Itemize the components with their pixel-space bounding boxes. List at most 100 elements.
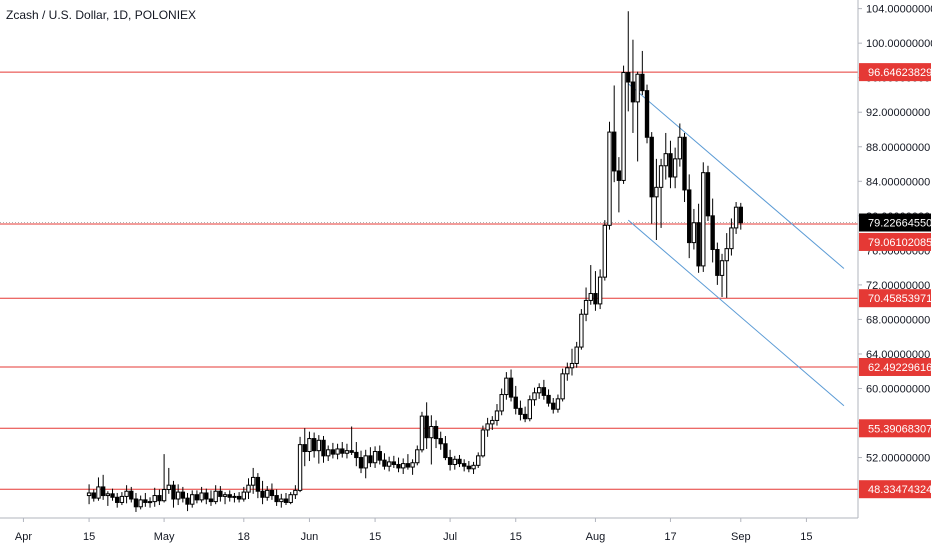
candle-body xyxy=(241,491,246,500)
horizontal-levels xyxy=(0,71,858,490)
level-badge-label: 62.49229616 xyxy=(868,362,932,374)
candle-body xyxy=(672,158,678,178)
candle-body xyxy=(452,458,457,465)
candle xyxy=(232,492,237,503)
candle-body xyxy=(283,498,289,503)
candle xyxy=(588,265,593,305)
level-badge-bg xyxy=(859,357,931,376)
time-tick-label: 18 xyxy=(238,531,250,543)
candle xyxy=(518,400,523,421)
candle-body xyxy=(358,457,364,469)
candle xyxy=(433,420,439,449)
candle-body xyxy=(143,499,148,503)
candle-body xyxy=(288,494,293,503)
candle xyxy=(307,431,312,462)
level-badge-label: 79.06102085 xyxy=(868,237,932,249)
candle xyxy=(658,158,664,228)
time-tick-label: Jul xyxy=(443,531,457,543)
candle xyxy=(649,132,654,224)
candle-body xyxy=(396,463,401,469)
candle-body xyxy=(560,373,565,400)
candle xyxy=(687,174,692,259)
level-badge: 62.49229616 xyxy=(859,357,932,376)
level-badge-label: 48.33474324 xyxy=(868,484,932,496)
time-tick-label: 15 xyxy=(510,531,522,543)
candle xyxy=(597,269,603,310)
candle xyxy=(166,467,171,494)
candle xyxy=(119,492,125,506)
candle-body xyxy=(391,461,397,465)
level-badge-bg xyxy=(859,63,931,82)
candle-body xyxy=(443,443,448,459)
candle-body xyxy=(508,377,514,398)
candle-body xyxy=(710,215,715,251)
candle-body xyxy=(663,153,668,167)
candle-body xyxy=(658,165,664,188)
candle xyxy=(710,198,715,263)
candle-body xyxy=(630,81,636,103)
candle xyxy=(612,85,617,183)
candle-body xyxy=(701,172,706,267)
candle-body xyxy=(100,486,106,497)
candle-body xyxy=(635,73,640,103)
candle xyxy=(321,435,326,463)
candle-body xyxy=(330,449,336,455)
candle-body xyxy=(724,248,729,262)
candle-body xyxy=(340,448,345,454)
candle xyxy=(382,453,387,470)
candle-body xyxy=(119,495,125,503)
candle-body xyxy=(593,293,598,305)
candle xyxy=(335,443,340,460)
candle-body xyxy=(621,72,626,181)
candle xyxy=(204,488,209,505)
candle xyxy=(208,490,214,506)
candle-body xyxy=(705,172,711,217)
candle-body xyxy=(311,438,317,452)
candle xyxy=(311,432,317,458)
candle-body xyxy=(190,494,195,505)
candle xyxy=(349,426,354,455)
candle-body xyxy=(527,399,532,420)
candle xyxy=(555,394,561,413)
candle-body xyxy=(349,450,354,453)
candle-body xyxy=(551,402,556,410)
candle-body xyxy=(86,492,92,497)
candle xyxy=(471,461,476,474)
candle xyxy=(635,71,640,162)
candle-body xyxy=(344,450,350,454)
candle-body xyxy=(293,489,298,496)
price-tick-label: 68.00000000 xyxy=(866,314,930,326)
candle xyxy=(194,490,200,504)
candle-body xyxy=(377,451,382,461)
candle-body xyxy=(555,398,561,410)
candle-body xyxy=(583,299,589,315)
candle xyxy=(86,484,92,505)
candle xyxy=(724,233,729,298)
price-tick-label: 64.00000000 xyxy=(866,349,930,361)
candle xyxy=(250,467,256,494)
level-badge-label: 55.39068307 xyxy=(868,423,932,435)
candle-body xyxy=(447,457,453,465)
candle xyxy=(574,341,579,368)
time-tick-label: May xyxy=(154,531,175,543)
candle-body xyxy=(213,490,218,503)
candle xyxy=(143,492,148,507)
time-tick-label: 15 xyxy=(83,531,95,543)
candle xyxy=(668,140,673,189)
candle-body xyxy=(274,495,279,503)
candle xyxy=(696,203,701,273)
candle-body xyxy=(424,415,429,439)
candle xyxy=(283,492,289,506)
candle-body xyxy=(157,495,162,502)
candle xyxy=(147,497,153,508)
time-tick-label: Jun xyxy=(301,531,319,543)
candle-body xyxy=(574,346,579,364)
candle-body xyxy=(597,276,603,305)
time-axis: Apr 15 May 18 Jun 15 Jul 15 Aug 17 Sep 15 xyxy=(0,517,858,543)
time-tick-label: 15 xyxy=(800,531,812,543)
candle-body xyxy=(569,362,575,369)
candle xyxy=(354,442,359,467)
candle xyxy=(438,431,443,450)
candle xyxy=(499,388,504,416)
